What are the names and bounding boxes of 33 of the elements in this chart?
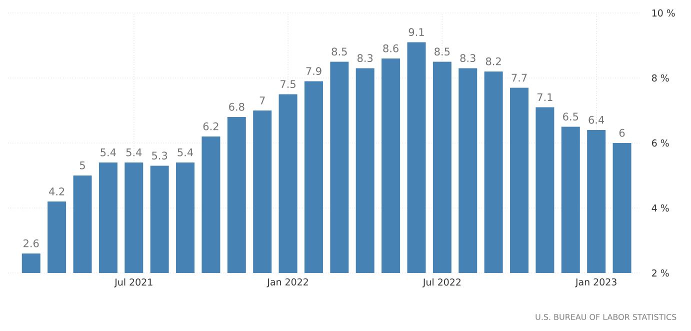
x-tick-label: Jan 2022: [266, 278, 308, 288]
x-tick-label: Jul 2022: [422, 278, 460, 288]
data-label: 7.7: [512, 74, 527, 82]
data-label: 6.2: [203, 122, 218, 130]
y-tick-label: 4 %: [652, 204, 669, 212]
data-label: 6.4: [588, 116, 604, 124]
x-tick-label: Jul 2021: [114, 278, 152, 288]
data-label: 8.6: [383, 44, 398, 52]
data-label: 9.1: [408, 28, 424, 36]
data-label: 6.5: [563, 112, 578, 121]
y-tick-label: 10 %: [652, 9, 675, 17]
data-label: 7: [260, 96, 265, 104]
data-label: 7.5: [280, 80, 296, 88]
data-label: 6: [619, 128, 625, 137]
data-label: 8.2: [486, 57, 501, 66]
data-label: 5.3: [152, 152, 168, 160]
data-label: 2.6: [24, 239, 39, 248]
data-label: 8.3: [460, 54, 476, 62]
data-label: 5.4: [100, 148, 116, 156]
y-tick-label: 2 %: [652, 269, 669, 277]
data-label: 8.5: [332, 48, 347, 56]
data-label: 4.2: [49, 188, 64, 196]
data-label: 5: [80, 162, 85, 170]
y-tick-label: 6 %: [652, 139, 669, 147]
data-label: 7.9: [306, 67, 322, 76]
data-label: 5.4: [126, 148, 142, 156]
y-tick-label: 8 %: [652, 74, 669, 82]
x-tick-label: Jan 2023: [575, 278, 616, 288]
data-label: 8.3: [357, 54, 373, 62]
data-label: 6.8: [229, 102, 244, 111]
data-label: 8.5: [434, 48, 450, 56]
data-label: 5.4: [178, 148, 193, 156]
data-label: 7.1: [537, 93, 552, 102]
